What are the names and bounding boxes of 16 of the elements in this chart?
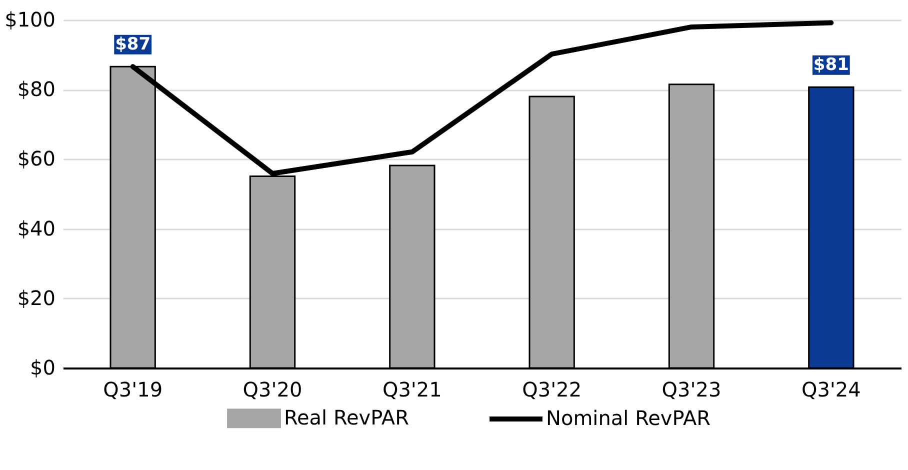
data-label: $81	[813, 55, 849, 76]
data-label: $87	[115, 34, 151, 55]
x-tick-label: Q3'24	[801, 378, 861, 402]
x-tick-label: Q3'21	[382, 378, 442, 402]
y-tick-label: $0	[30, 356, 56, 380]
x-tick-label: Q3'19	[103, 378, 163, 402]
y-tick-label: $40	[17, 216, 56, 240]
x-tick-label: Q3'22	[522, 378, 582, 402]
y-tick-label: $80	[17, 77, 56, 102]
x-tick-label: Q3'23	[662, 378, 722, 402]
legend-label: Nominal RevPAR	[546, 406, 711, 430]
y-tick-label: $100	[4, 8, 56, 32]
y-tick-label: $60	[17, 146, 56, 171]
x-tick-label: Q3'20	[242, 378, 302, 402]
y-tick-label: $20	[17, 286, 56, 310]
legend-label: Real RevPAR	[284, 405, 410, 430]
